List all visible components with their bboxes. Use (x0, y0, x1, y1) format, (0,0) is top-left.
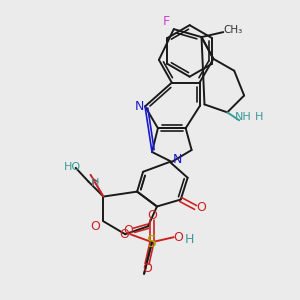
Text: O: O (123, 224, 133, 237)
Text: HO: HO (64, 162, 81, 172)
Text: O: O (147, 209, 157, 222)
Text: CH₃: CH₃ (224, 25, 243, 35)
Text: O: O (173, 231, 183, 244)
Text: S: S (147, 235, 157, 250)
Text: F: F (162, 15, 169, 28)
Text: H: H (185, 233, 194, 246)
Text: O: O (142, 262, 152, 275)
Text: O: O (91, 220, 100, 233)
Text: O: O (119, 228, 129, 241)
Text: NH: NH (235, 112, 251, 122)
Text: H: H (255, 112, 263, 122)
Text: H: H (91, 178, 100, 188)
Text: N: N (134, 100, 144, 113)
Text: N: N (173, 153, 182, 167)
Text: O: O (196, 201, 206, 214)
